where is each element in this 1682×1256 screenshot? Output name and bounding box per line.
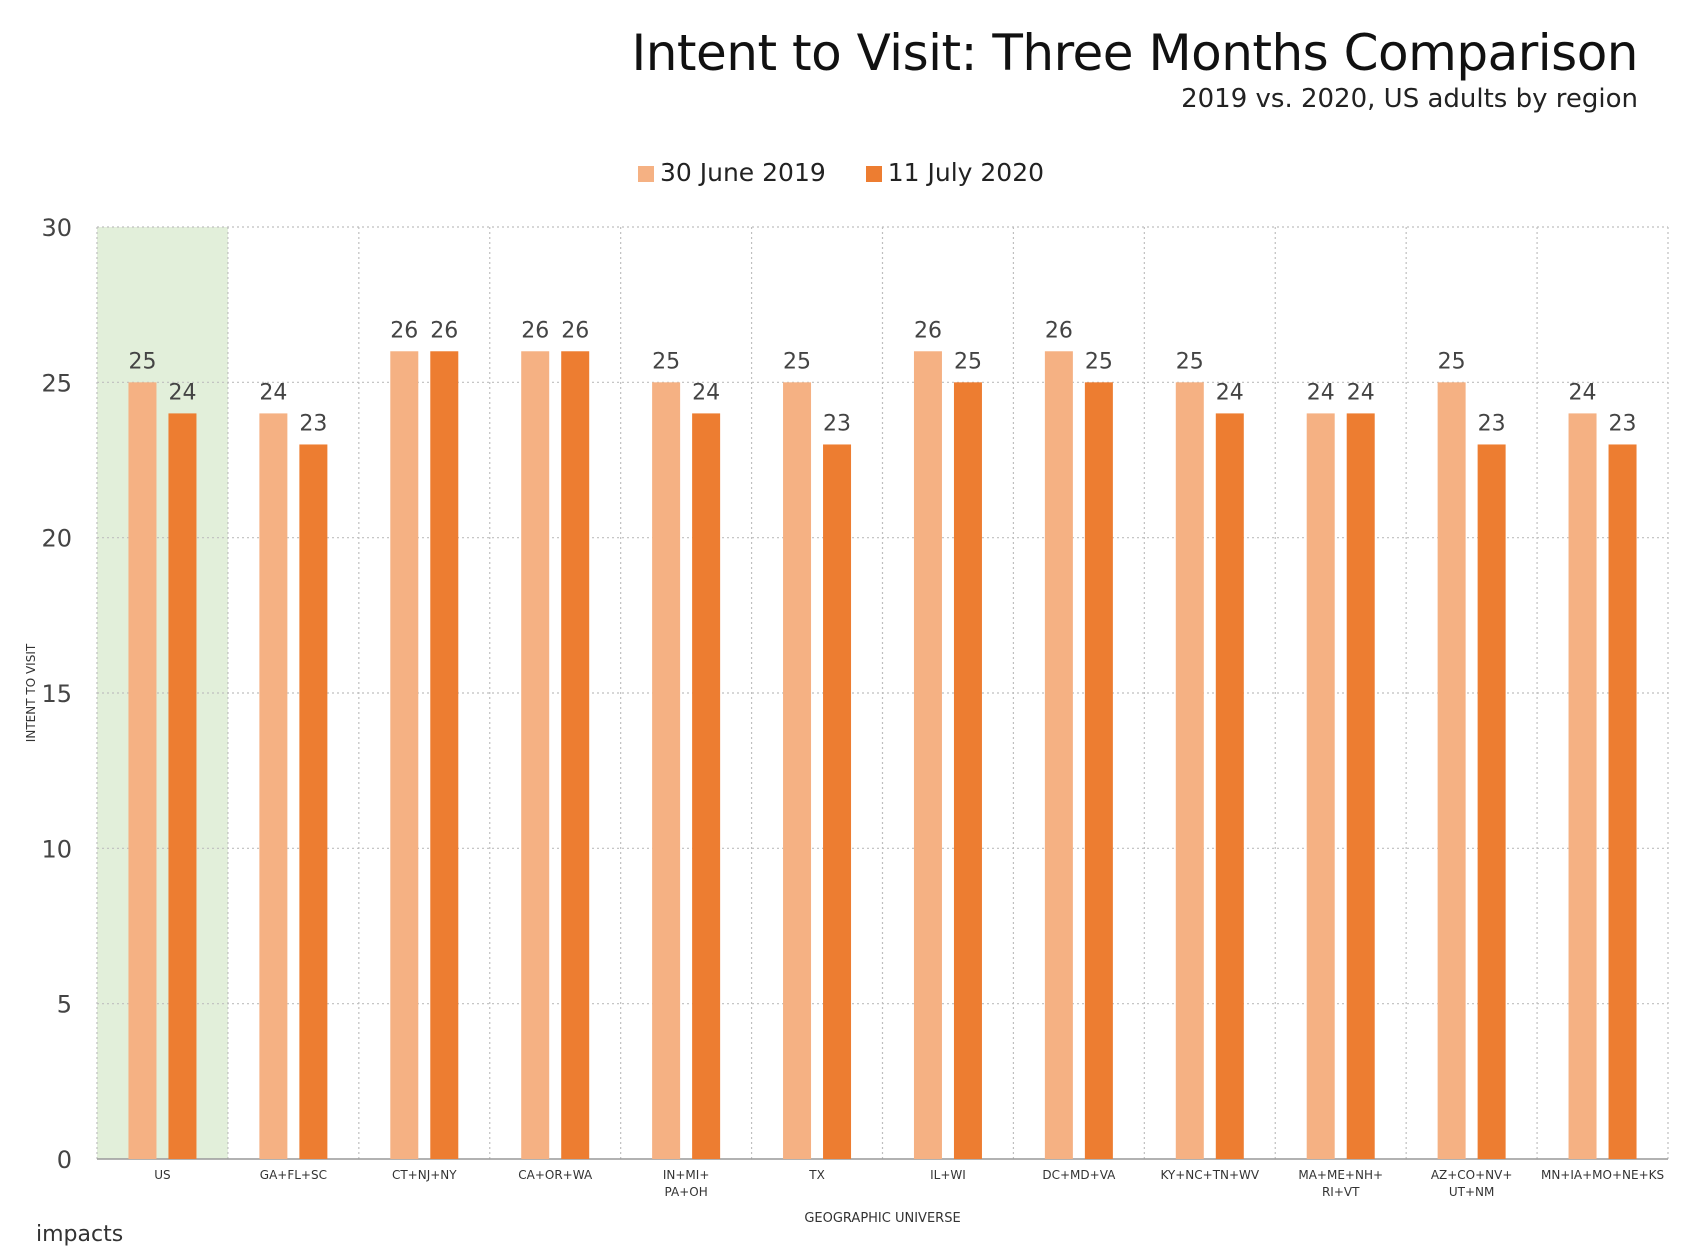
bar	[390, 351, 419, 1159]
bar	[1175, 382, 1204, 1159]
bar	[128, 382, 157, 1159]
data-label: 26	[521, 318, 549, 343]
legend-item-2020: 11 July 2020	[865, 158, 1045, 187]
impacts-logo: impacts	[36, 1222, 123, 1247]
y-axis-title: INTENT TO VISIT	[24, 643, 38, 742]
data-label: 25	[128, 349, 156, 374]
legend-label-2019: 30 June 2019	[659, 158, 826, 187]
bar	[1215, 413, 1244, 1159]
bar	[1608, 444, 1637, 1159]
legend-swatch-2019	[637, 166, 654, 182]
y-tick-label: 0	[57, 1146, 72, 1174]
y-tick-label: 5	[57, 991, 72, 1019]
data-label: 23	[823, 411, 851, 436]
bar	[1044, 351, 1073, 1159]
bar	[521, 351, 550, 1159]
x-tick-label: US	[154, 1168, 170, 1182]
y-tick-label: 20	[41, 525, 72, 553]
data-label: 25	[652, 349, 680, 374]
chart-subtitle: 2019 vs. 2020, US adults by region	[1181, 84, 1638, 114]
bar	[913, 351, 942, 1159]
x-tick-label: IN+MI+	[663, 1168, 710, 1182]
data-label: 24	[1307, 380, 1335, 405]
x-tick-label: MN+IA+MO+NE+KS	[1541, 1168, 1664, 1182]
y-tick-label: 25	[41, 369, 72, 397]
x-tick-label: TX	[808, 1168, 825, 1182]
data-label: 25	[1176, 349, 1204, 374]
data-label: 26	[390, 318, 418, 343]
data-label: 23	[299, 411, 327, 436]
bar	[1306, 413, 1335, 1159]
data-label: 26	[561, 318, 589, 343]
data-label: 26	[430, 318, 458, 343]
chart-title: Intent to Visit: Three Months Comparison	[631, 24, 1639, 82]
x-tick-label: AZ+CO+NV+	[1431, 1168, 1513, 1182]
legend-swatch-2020	[865, 166, 882, 182]
bar	[692, 413, 721, 1159]
legend: 30 June 2019 11 July 2020	[0, 158, 1682, 187]
logo-text: impacts	[36, 1222, 124, 1247]
bar	[783, 382, 812, 1159]
data-label: 24	[692, 380, 720, 405]
x-tick-label: RI+VT	[1322, 1185, 1360, 1199]
bar	[1477, 444, 1506, 1159]
data-label: 25	[783, 349, 811, 374]
x-tick-label: KY+NC+TN+WV	[1160, 1168, 1259, 1182]
data-label: 23	[1478, 411, 1506, 436]
data-label: 25	[954, 349, 982, 374]
legend-label-2020: 11 July 2020	[887, 158, 1045, 187]
bar	[168, 413, 197, 1159]
bar	[1346, 413, 1375, 1159]
x-tick-label: MA+ME+NH+	[1298, 1168, 1383, 1182]
bar	[823, 444, 852, 1159]
x-axis-title: GEOGRAPHIC UNIVERSE	[804, 1211, 960, 1226]
y-tick-label: 30	[41, 214, 72, 242]
bar	[1437, 382, 1466, 1159]
x-tick-label: PA+OH	[665, 1185, 708, 1199]
bar	[1568, 413, 1597, 1159]
x-tick-label: DC+MD+VA	[1042, 1168, 1116, 1182]
legend-item-2019: 30 June 2019	[637, 158, 826, 187]
x-tick-label: UT+NM	[1449, 1185, 1495, 1199]
data-label: 24	[1216, 380, 1244, 405]
data-label: 24	[168, 380, 196, 405]
data-label: 25	[1085, 349, 1113, 374]
y-tick-label: 10	[41, 835, 72, 863]
data-label: 23	[1609, 411, 1637, 436]
x-tick-label: CT+NJ+NY	[392, 1168, 457, 1182]
data-label: 26	[914, 318, 942, 343]
bar	[953, 382, 982, 1159]
x-tick-label: GA+FL+SC	[260, 1168, 327, 1182]
x-tick-label: CA+OR+WA	[518, 1168, 593, 1182]
data-label: 24	[259, 380, 287, 405]
y-tick-label: 15	[41, 680, 72, 708]
bar	[1084, 382, 1113, 1159]
bar	[652, 382, 681, 1159]
bar	[430, 351, 459, 1159]
data-label: 24	[1347, 380, 1375, 405]
data-label: 26	[1045, 318, 1073, 343]
x-tick-label: IL+WI	[930, 1168, 966, 1182]
data-label: 24	[1569, 380, 1597, 405]
bar	[561, 351, 590, 1159]
bar	[299, 444, 328, 1159]
bar	[259, 413, 288, 1159]
data-label: 25	[1438, 349, 1466, 374]
